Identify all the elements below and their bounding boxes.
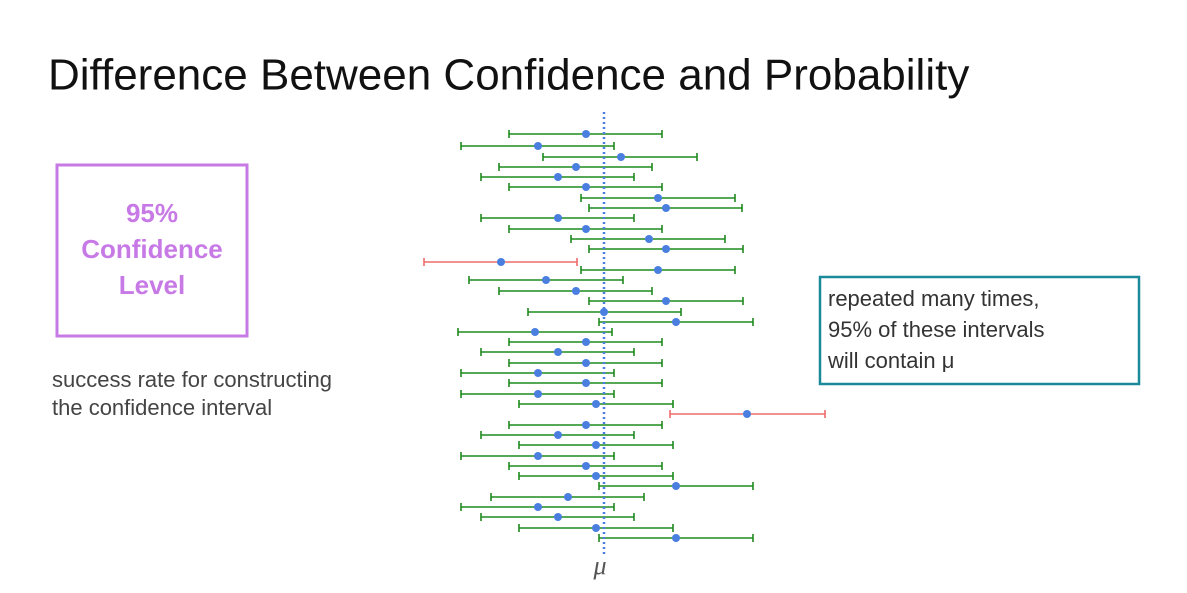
confidence-text: Confidence — [81, 234, 223, 264]
mean-label: μ — [592, 551, 606, 580]
note-box — [818, 275, 1141, 386]
caption: the confidence interval — [52, 395, 272, 420]
confidence-text: Level — [119, 270, 186, 300]
title: Difference Between Confidence and Probab… — [48, 51, 969, 100]
caption: success rate for constructing — [52, 367, 332, 392]
note-text: repeated many times, — [828, 286, 1040, 311]
note-text: will contain μ — [827, 348, 954, 373]
confidence-text: 95% — [126, 198, 178, 228]
intervals — [423, 130, 826, 542]
confidence-box — [55, 163, 249, 338]
note-text: 95% of these intervals — [828, 317, 1044, 342]
